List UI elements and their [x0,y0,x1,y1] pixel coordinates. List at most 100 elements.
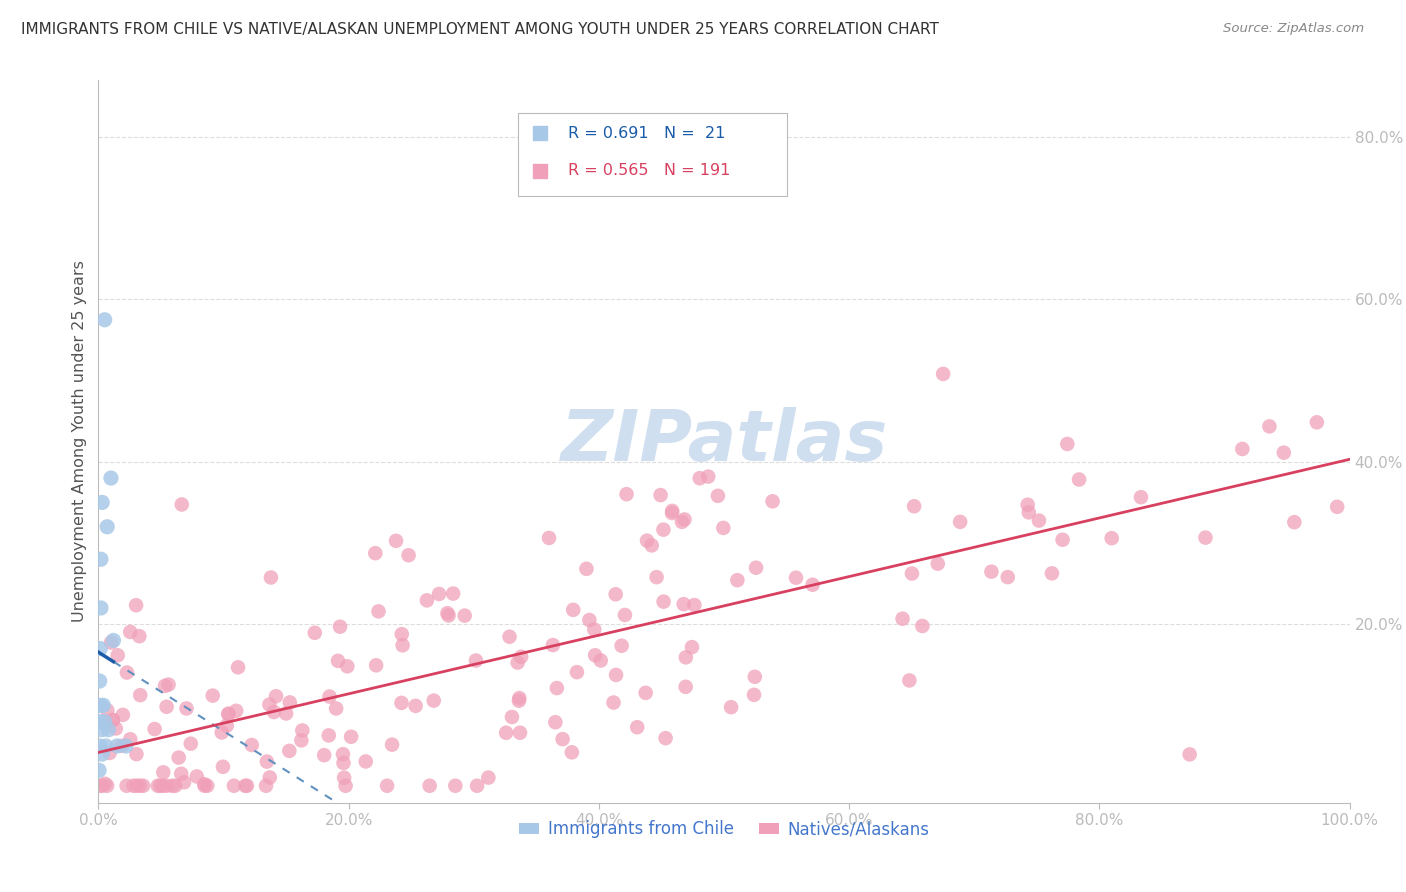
Point [561,745,583,759]
Point [104,722,127,736]
Point [405,698,427,713]
Point [650,488,672,502]
Point [761,494,783,508]
Point [589,653,612,667]
Point [236,779,259,793]
Point [263,705,285,719]
Point [742,688,765,702]
Point [336,659,359,673]
Point [364,546,387,560]
Point [441,586,464,600]
Point [495,725,517,739]
Point [436,606,458,620]
Point [602,696,624,710]
Point [89,779,111,793]
Point [340,730,363,744]
Point [260,570,283,584]
Point [891,612,914,626]
Point [129,779,152,793]
Point [274,706,297,721]
Point [146,779,169,793]
Point [278,695,301,709]
Point [278,744,301,758]
Point [225,704,247,718]
Point [318,728,340,742]
Point [562,603,585,617]
Point [333,771,356,785]
Point [132,779,155,793]
Point [932,367,955,381]
Point [745,560,768,574]
Legend: Immigrants from Chile, Natives/Alaskans: Immigrants from Chile, Natives/Alaskans [513,814,935,845]
Point [634,686,657,700]
Y-axis label: Unemployment Among Youth under 25 years: Unemployment Among Youth under 25 years [72,260,87,623]
Point [465,779,488,793]
Point [529,69,551,83]
Point [162,779,184,793]
Point [616,487,638,501]
Point [980,565,1002,579]
Point [186,769,208,783]
Point [911,619,934,633]
Point [1326,500,1348,514]
Point [720,700,742,714]
Point [672,597,695,611]
Point [673,512,696,526]
Point [193,777,215,791]
Point [304,625,326,640]
Point [195,779,218,793]
Point [264,690,287,704]
Point [1067,473,1090,487]
Point [681,640,703,654]
Point [89,739,111,753]
Point [498,630,520,644]
Point [122,779,145,793]
Point [152,765,174,780]
Point [96,703,118,717]
Point [508,691,530,706]
Point [115,739,138,753]
Point [93,714,115,729]
Point [610,639,633,653]
Point [90,601,112,615]
Point [927,557,949,571]
Point [422,693,444,707]
Point [314,748,336,763]
Point [157,677,180,691]
Point [91,779,114,793]
Point [173,775,195,789]
Point [1194,531,1216,545]
Point [1028,514,1050,528]
Point [645,570,668,584]
Point [949,515,972,529]
Text: R = 0.565   N = 191: R = 0.565 N = 191 [568,163,730,178]
Point [329,620,352,634]
Point [217,707,239,722]
Point [152,779,174,793]
Point [675,650,697,665]
Point [464,654,486,668]
Point [87,764,110,778]
Point [212,760,235,774]
Point [385,533,408,548]
Point [105,739,128,753]
Point [165,779,187,793]
Point [103,633,125,648]
Point [1232,442,1254,456]
Point [100,471,122,485]
Point [508,694,530,708]
Point [661,506,683,520]
Point [626,720,648,734]
Point [149,779,172,793]
Point [901,566,924,581]
Point [575,562,598,576]
Point [226,660,249,674]
Point [437,608,460,623]
Point [427,587,450,601]
Point [506,656,529,670]
Point [332,747,354,762]
Point [551,732,574,747]
Point [259,698,281,712]
Point [155,699,177,714]
Point [89,714,111,729]
